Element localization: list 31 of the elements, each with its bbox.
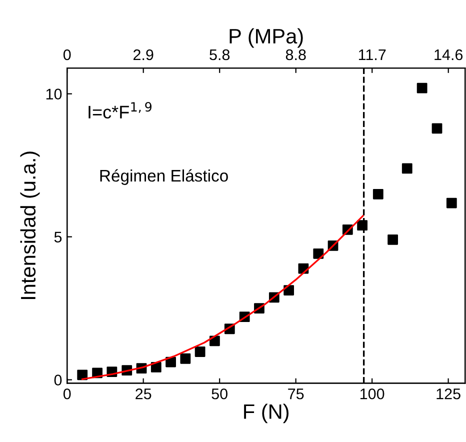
x2-tick-label: 11.7 <box>358 50 386 60</box>
x2-axis-title: P (MPa) <box>230 28 303 48</box>
point <box>416 82 428 94</box>
y-tick-label: 5 <box>54 232 62 242</box>
x-tick-label: 25 <box>136 388 152 400</box>
point <box>446 198 457 208</box>
x-tick-label: 75 <box>288 388 304 400</box>
x2-tick-label: 0 <box>63 49 71 60</box>
annotation: I=c*F$^{1,9}$ <box>88 102 152 119</box>
point <box>388 234 398 245</box>
x2-tick-label: 8.8 <box>286 49 306 60</box>
x-tick-label: 0 <box>63 388 71 400</box>
point <box>372 188 384 200</box>
point <box>180 353 191 364</box>
y-axis-title: Intensidad (u.a.) <box>20 152 40 299</box>
x-tick-label: 50 <box>212 388 228 400</box>
x-axis-title: F (N) <box>244 404 289 424</box>
point <box>77 370 88 380</box>
y-tick-label: 0 <box>54 374 62 386</box>
x-tick-label: 125 <box>436 388 460 400</box>
x2-tick-label: 14.6 <box>434 49 463 60</box>
x2-tick-label: 2.9 <box>134 49 154 60</box>
y-tick-label: 10 <box>46 88 62 100</box>
point <box>402 163 412 174</box>
point <box>357 220 368 231</box>
point <box>194 346 206 357</box>
x-tick-label: 100 <box>360 388 384 400</box>
x2-tick-label: 5.8 <box>210 49 230 60</box>
point <box>313 248 324 259</box>
annotation: Régimen Elástico <box>100 169 228 185</box>
point <box>432 123 442 134</box>
